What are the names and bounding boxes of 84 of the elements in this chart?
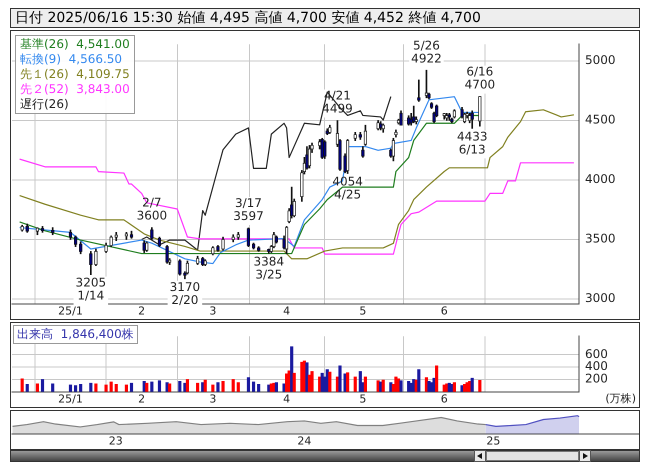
- text: 先１(26) 4,109.75: [20, 67, 130, 82]
- bar: [94, 383, 98, 392]
- x-tick-label: 6: [440, 392, 448, 406]
- bar: [186, 379, 190, 392]
- bar: [364, 376, 367, 392]
- annotation: 出来高 1,846,400株: [13, 325, 138, 344]
- x-tick-label: 2: [138, 392, 146, 406]
- bar: [40, 379, 44, 392]
- candlestick: [424, 70, 428, 98]
- text: 基準(26) 4,541.00: [20, 37, 130, 52]
- annotation: 5/26 4922: [411, 38, 442, 66]
- bar: [211, 384, 214, 392]
- bar: [252, 382, 256, 392]
- bar: [114, 384, 118, 392]
- bar: [68, 384, 72, 392]
- bar: [246, 377, 250, 392]
- chart-title: 日付 2025/06/16 15:30 始値 4,495 高値 4,700 安値 4,452 終値 4,700: [10, 8, 640, 28]
- bar: [328, 372, 332, 392]
- bar: [104, 384, 108, 392]
- bar: [346, 372, 350, 392]
- x-tick-label: 5: [359, 304, 366, 318]
- x-tick-label: 3: [209, 392, 216, 406]
- bar: [399, 380, 403, 392]
- bar: [150, 382, 154, 392]
- bar: [274, 382, 278, 392]
- bar: [452, 382, 456, 392]
- x-tick-label: 2: [138, 304, 146, 318]
- bar: [36, 383, 40, 392]
- bar: [110, 382, 113, 392]
- bar: [145, 382, 148, 392]
- x-tick-label: 4: [283, 392, 290, 406]
- bar: [221, 380, 225, 392]
- x-tick-label: 3: [209, 304, 216, 318]
- bar: [290, 346, 294, 392]
- y-tick-label: 200: [585, 372, 608, 386]
- bar: [470, 378, 474, 392]
- text: 転換(9) 4,566.50: [20, 52, 124, 67]
- bar: [168, 383, 172, 392]
- y-tick-label: 4000: [585, 172, 616, 186]
- annotation: 6/16 4700: [464, 64, 496, 92]
- bar: [178, 380, 182, 392]
- bar: [158, 380, 162, 392]
- bar: [257, 384, 260, 392]
- y-tick-label: 3000: [585, 291, 616, 306]
- y-tick-label: 4500: [585, 112, 616, 127]
- x-tick-label: 25: [486, 434, 500, 448]
- x-tick-label: 5: [359, 392, 366, 406]
- bar: [448, 382, 451, 392]
- y-axis-title: (万株): [605, 391, 636, 406]
- bar: [130, 382, 134, 392]
- bar: [292, 372, 296, 392]
- annotation: 3205 1/14: [76, 276, 106, 303]
- x-tick-label: 25/1: [58, 392, 83, 406]
- text: 遅行(26): [20, 97, 70, 112]
- annotation: 3170 2/20: [170, 280, 200, 307]
- y-tick-label: 600: [585, 346, 608, 361]
- bar: [310, 371, 314, 392]
- bar: [26, 384, 29, 392]
- annotation: 4433 6/13: [456, 130, 488, 157]
- bar: [216, 382, 220, 392]
- bar: [89, 382, 92, 392]
- bar: [204, 380, 207, 392]
- bar: [124, 384, 128, 392]
- x-tick-label: 6: [440, 304, 448, 318]
- bar: [267, 384, 270, 392]
- y-tick-label: 400: [585, 359, 608, 374]
- bar: [338, 366, 342, 392]
- bar: [79, 384, 82, 392]
- x-tick-label: 24: [297, 434, 312, 448]
- bar: [435, 366, 438, 392]
- y-tick-label: 3500: [585, 232, 616, 246]
- x-tick-label: 4: [283, 304, 290, 318]
- y-tick-label: 5000: [585, 52, 616, 67]
- bar: [51, 383, 54, 392]
- annotation: 3384 3/25: [254, 254, 284, 282]
- x-tick-label: 25/1: [58, 304, 83, 318]
- x-tick-label: 23: [108, 434, 123, 448]
- bar: [196, 382, 200, 392]
- annotation: 3/17 3597: [233, 196, 264, 224]
- bar: [478, 380, 482, 392]
- bar: [382, 380, 385, 392]
- text: 先２(52) 3,843.00: [20, 82, 130, 97]
- bar: [20, 378, 24, 392]
- bar: [354, 376, 357, 392]
